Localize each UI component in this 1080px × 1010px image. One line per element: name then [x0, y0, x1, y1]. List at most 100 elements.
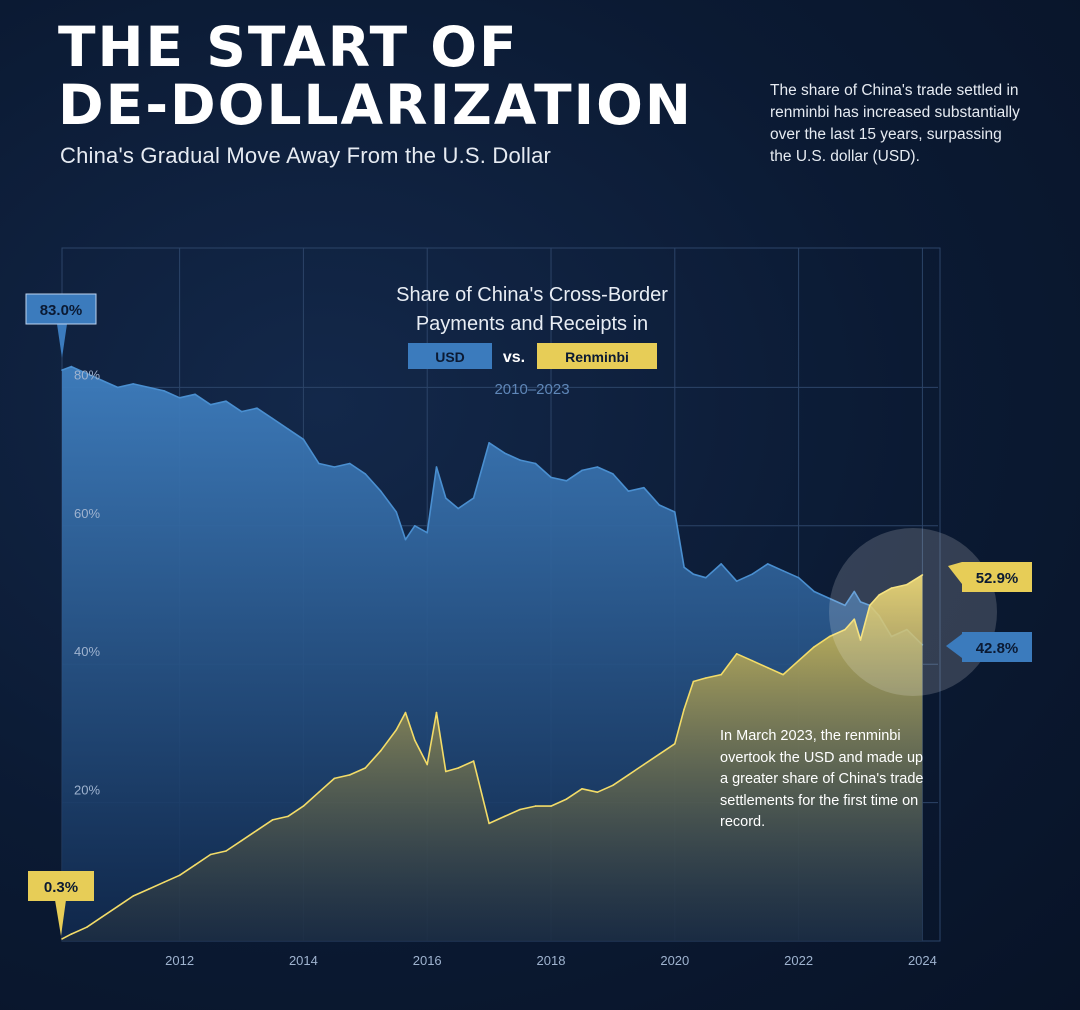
data-point-renminbi — [751, 659, 753, 662]
data-point-usd — [163, 390, 165, 392]
data-point-usd — [225, 400, 227, 403]
chart-areas — [61, 365, 924, 942]
data-point-renminbi — [163, 881, 165, 883]
data-point-renminbi — [596, 791, 599, 793]
x-tick-label: 2018 — [537, 953, 566, 968]
data-point-renminbi — [178, 874, 181, 877]
x-tick-label: 2012 — [165, 953, 194, 968]
data-point-renminbi — [61, 938, 63, 940]
data-point-usd — [178, 397, 181, 399]
data-point-usd — [581, 469, 583, 472]
data-point-renminbi — [627, 774, 630, 776]
rmb-end-callout: 52.9% — [948, 562, 1032, 592]
rmb-start-label: 0.3% — [44, 879, 78, 896]
data-point-usd — [844, 604, 846, 607]
data-point-usd — [565, 480, 568, 482]
rmb-end-label: 52.9% — [976, 570, 1019, 587]
usd-end-callout: 42.8% — [946, 632, 1032, 662]
legend-usd-swatch — [408, 343, 492, 369]
data-point-renminbi — [333, 777, 336, 780]
data-point-usd — [797, 576, 800, 579]
data-point-renminbi — [705, 677, 707, 679]
intro-text: The share of China's trade settled in re… — [770, 82, 1020, 165]
rmb-start-callout: 0.3% — [28, 871, 94, 936]
data-point-usd — [472, 497, 475, 499]
data-point-renminbi — [735, 653, 738, 655]
data-point-usd — [194, 393, 196, 396]
data-point-usd — [256, 407, 258, 410]
data-point-usd — [395, 511, 398, 513]
data-point-renminbi — [565, 798, 568, 800]
data-point-renminbi — [194, 864, 196, 866]
data-point-usd — [86, 372, 88, 375]
data-point-renminbi — [302, 805, 305, 807]
data-point-usd — [240, 410, 243, 413]
data-point-usd — [503, 452, 506, 454]
data-point-usd — [349, 462, 351, 465]
data-point-usd — [813, 590, 815, 593]
data-point-usd — [674, 511, 676, 513]
data-point-renminbi — [435, 711, 438, 714]
usd-end-label: 42.8% — [976, 640, 1019, 657]
title-line-1: THE START OF — [58, 15, 519, 79]
x-axis-labels: 2012 2014 2016 2018 2020 2022 2024 — [165, 953, 937, 968]
data-point-renminbi — [349, 774, 351, 776]
series-line-renminbi — [61, 574, 923, 940]
x-tick-label: 2014 — [289, 953, 318, 968]
data-point-renminbi — [906, 583, 908, 586]
data-point-renminbi — [683, 708, 685, 710]
data-point-renminbi — [859, 639, 862, 641]
data-point-renminbi — [287, 815, 289, 818]
data-point-usd — [116, 386, 119, 389]
data-point-usd — [550, 476, 552, 479]
data-point-usd — [333, 466, 336, 468]
data-point-usd — [488, 442, 490, 444]
page-title: THE START OF DE-DOLLARIZATION — [58, 18, 693, 134]
data-point-usd — [445, 497, 447, 499]
x-tick-label: 2020 — [660, 953, 689, 968]
data-point-renminbi — [674, 743, 676, 745]
data-point-renminbi — [86, 926, 88, 928]
data-point-renminbi — [225, 850, 227, 852]
data-point-renminbi — [209, 853, 212, 856]
crossover-annotation: In March 2023, the renminbi overtook the… — [720, 728, 924, 830]
data-point-usd — [627, 490, 630, 493]
data-point-renminbi — [503, 815, 506, 818]
data-point-renminbi — [364, 767, 367, 769]
data-point-renminbi — [380, 749, 382, 752]
data-point-renminbi — [404, 711, 407, 714]
data-point-usd — [209, 403, 212, 406]
data-point-renminbi — [658, 753, 661, 755]
data-point-renminbi — [550, 805, 552, 807]
data-point-renminbi — [101, 916, 103, 918]
data-point-usd — [853, 590, 856, 593]
data-point-renminbi — [612, 784, 614, 787]
data-point-renminbi — [445, 770, 447, 773]
data-point-renminbi — [457, 767, 460, 769]
y-tick-label: 40% — [74, 644, 100, 659]
chart-subtitle: 2010–2023 — [494, 381, 569, 398]
data-point-usd — [612, 473, 614, 475]
data-point-usd — [859, 601, 862, 603]
data-point-usd — [414, 525, 416, 527]
data-point-renminbi — [797, 659, 800, 662]
data-point-renminbi — [853, 618, 856, 620]
data-point-usd — [519, 459, 521, 461]
data-point-usd — [61, 369, 63, 371]
data-point-usd — [287, 428, 289, 430]
data-point-usd — [404, 538, 407, 541]
y-tick-label: 80% — [74, 367, 100, 382]
data-point-usd — [302, 438, 305, 441]
data-point-renminbi — [766, 666, 769, 669]
data-point-renminbi — [581, 788, 583, 790]
x-tick-label: 2024 — [908, 953, 937, 968]
data-point-renminbi — [318, 791, 320, 793]
data-point-usd — [132, 383, 134, 385]
y-tick-label: 20% — [74, 783, 100, 798]
data-point-usd — [692, 573, 695, 575]
data-point-renminbi — [878, 594, 880, 596]
data-point-renminbi — [414, 739, 416, 742]
legend-renminbi-label: Renminbi — [565, 349, 629, 365]
data-point-renminbi — [488, 822, 490, 825]
